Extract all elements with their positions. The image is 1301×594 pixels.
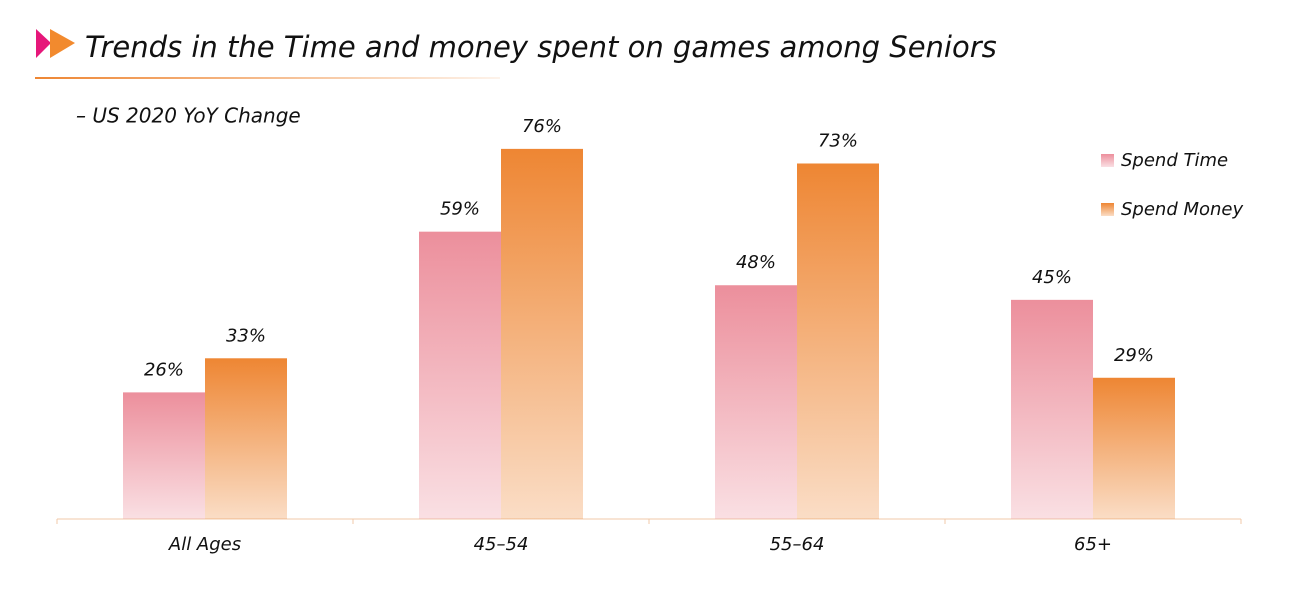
legend-swatch bbox=[1101, 203, 1114, 216]
legend-swatch bbox=[1101, 154, 1114, 167]
data-label: 73% bbox=[818, 130, 858, 151]
bar bbox=[715, 285, 797, 519]
legend-label: Spend Money bbox=[1121, 199, 1244, 220]
bar bbox=[1011, 299, 1093, 519]
data-label: 33% bbox=[226, 325, 266, 346]
data-label: 48% bbox=[736, 252, 776, 273]
x-tick-label: 45–54 bbox=[474, 534, 529, 555]
bar bbox=[123, 392, 205, 519]
x-tick-label: 55–64 bbox=[770, 534, 825, 555]
data-label: 59% bbox=[440, 199, 480, 220]
x-tick-label: 65+ bbox=[1074, 534, 1112, 555]
x-tick-label: All Ages bbox=[168, 534, 241, 555]
data-label: 26% bbox=[144, 359, 184, 380]
title-rule bbox=[35, 77, 500, 79]
logo-left bbox=[36, 29, 51, 58]
chart-subtitle: – US 2020 YoY Change bbox=[76, 104, 301, 128]
bar bbox=[501, 148, 583, 519]
bar bbox=[205, 358, 287, 519]
data-label: 45% bbox=[1032, 267, 1072, 288]
logo-right bbox=[50, 29, 75, 58]
bar bbox=[419, 231, 501, 520]
legend-label: Spend Time bbox=[1121, 150, 1228, 171]
bar bbox=[797, 163, 879, 520]
bar bbox=[1093, 377, 1175, 519]
data-label: 76% bbox=[522, 116, 562, 137]
data-label: 29% bbox=[1114, 345, 1154, 366]
chart-title: Trends in the Time and money spent on ga… bbox=[85, 30, 997, 64]
